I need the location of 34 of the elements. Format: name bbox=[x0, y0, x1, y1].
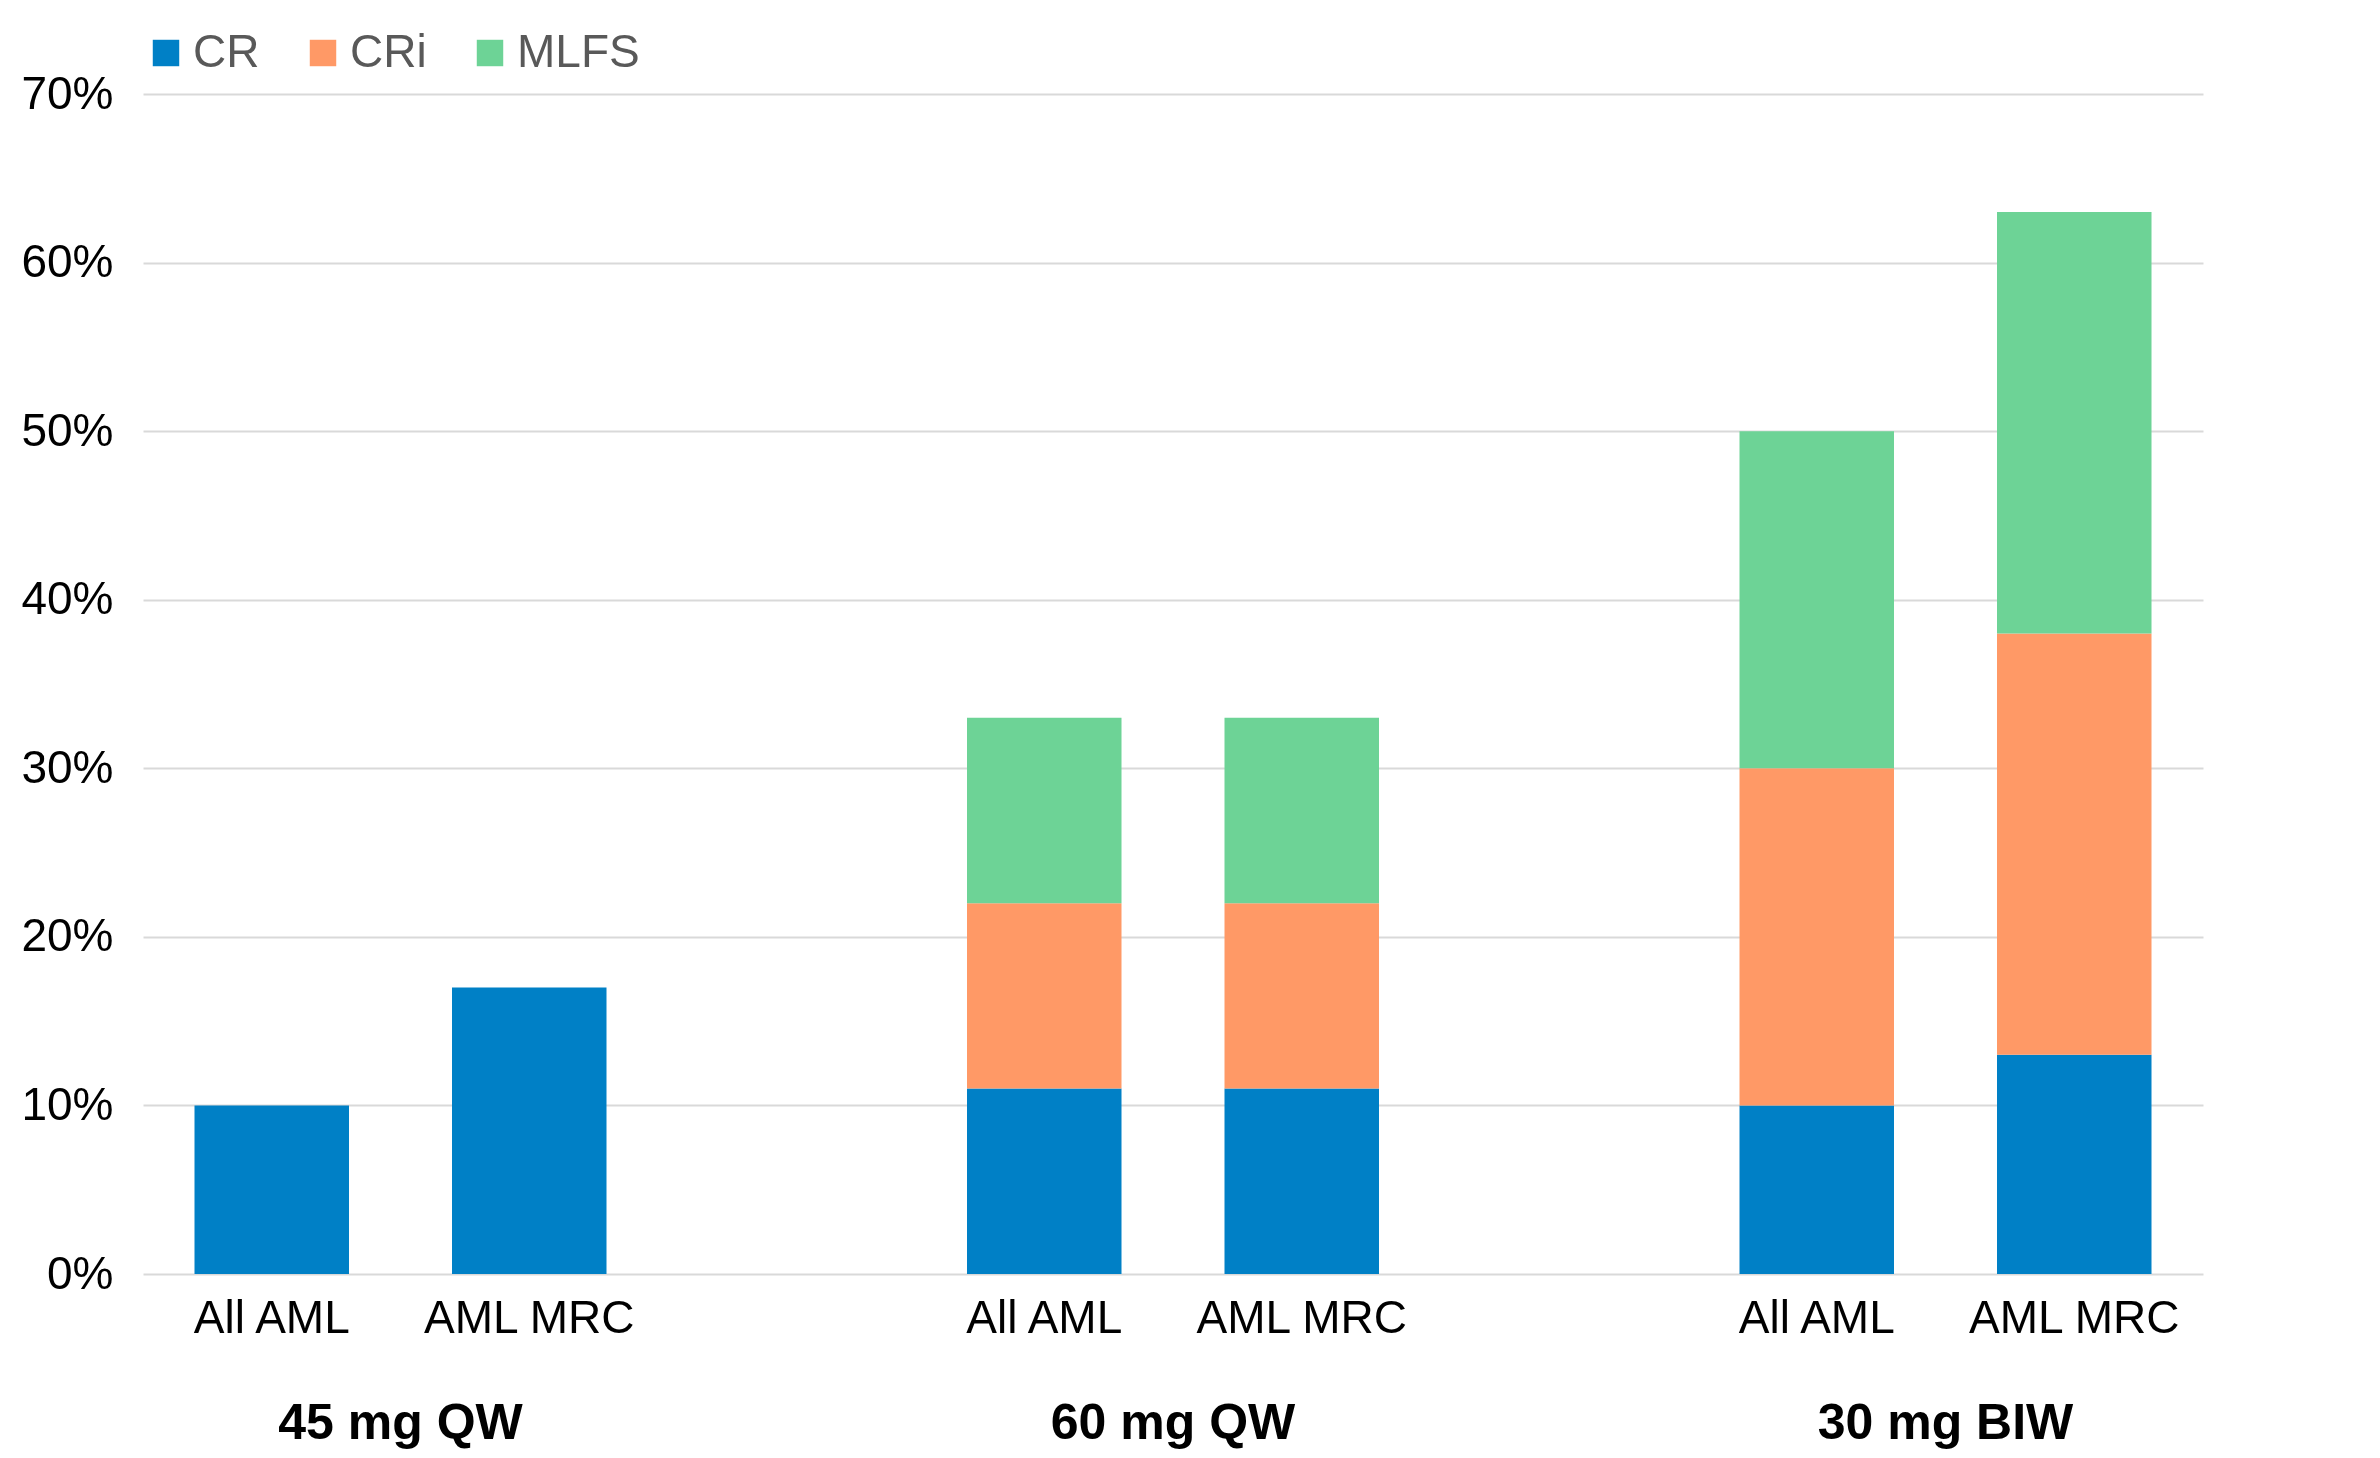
bar bbox=[1739, 431, 1894, 769]
y-tick-label: 30% bbox=[21, 740, 114, 793]
bar bbox=[1739, 1105, 1894, 1274]
legend-label: MLFS bbox=[517, 25, 640, 77]
x-tick-label: AML MRC bbox=[424, 1290, 635, 1343]
bar bbox=[967, 903, 1122, 1089]
legend-label: CR bbox=[193, 25, 260, 77]
bar bbox=[967, 1088, 1122, 1274]
bar bbox=[1997, 633, 2152, 1055]
x-tick-label: AML MRC bbox=[1196, 1290, 1407, 1343]
legend-label: CRi bbox=[350, 25, 427, 77]
y-tick-label: 0% bbox=[47, 1246, 114, 1299]
y-tick-label: 70% bbox=[21, 66, 114, 119]
text: 30 mg BIW bbox=[1817, 1394, 2075, 1450]
bar bbox=[1224, 1088, 1379, 1274]
x-tick-label: All AML bbox=[1738, 1290, 1895, 1343]
x-tick-label: AML MRC bbox=[1969, 1290, 2180, 1343]
bar bbox=[194, 1105, 349, 1274]
y-tick-label: 20% bbox=[21, 909, 114, 962]
x-tick-label: All AML bbox=[966, 1290, 1123, 1343]
x-tick-label: All AML bbox=[193, 1290, 350, 1343]
bar bbox=[452, 987, 607, 1274]
y-tick-label: 50% bbox=[21, 403, 114, 456]
text: 60 mg QW bbox=[1050, 1394, 1297, 1450]
y-tick-label: 40% bbox=[21, 572, 114, 625]
bar bbox=[967, 717, 1122, 904]
bar bbox=[1224, 903, 1379, 1089]
y-tick-label: 60% bbox=[21, 235, 114, 288]
bar bbox=[1997, 1054, 2152, 1274]
y-tick-label: 10% bbox=[21, 1077, 114, 1130]
bar bbox=[1997, 212, 2152, 634]
text: 45 mg QW bbox=[278, 1394, 524, 1450]
bar bbox=[1224, 717, 1379, 904]
bar bbox=[1739, 768, 1894, 1106]
